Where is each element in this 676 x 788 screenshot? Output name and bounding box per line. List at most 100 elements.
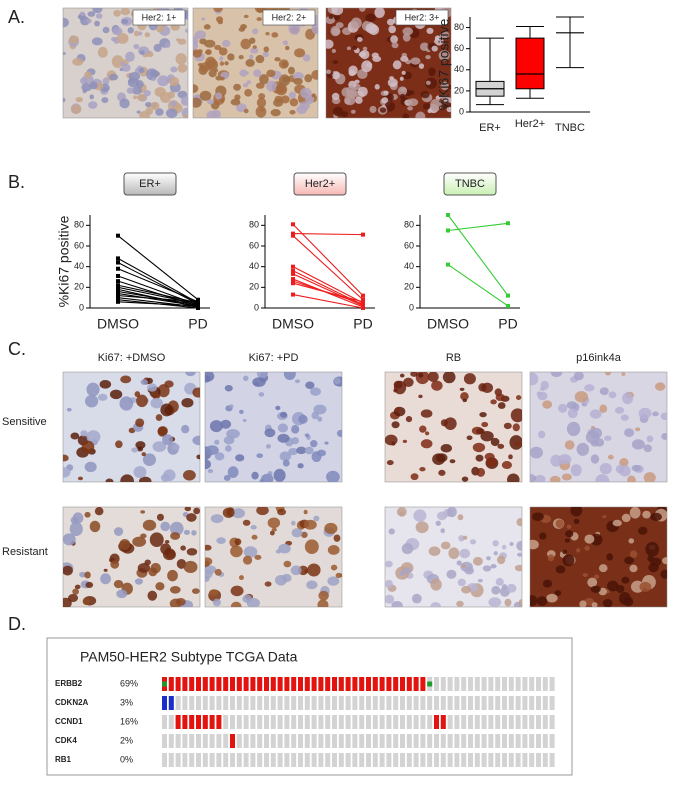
cell <box>345 734 351 748</box>
nucleus <box>311 69 318 80</box>
nucleus <box>222 39 231 48</box>
nucleus <box>79 571 87 578</box>
nucleus <box>420 409 433 418</box>
nucleus <box>258 392 265 397</box>
cell <box>284 753 290 767</box>
nucleus <box>230 585 244 597</box>
amp-cell <box>434 715 439 729</box>
chart-title: ER+ <box>139 178 161 190</box>
cell <box>461 734 467 748</box>
nucleus <box>89 520 101 533</box>
cell <box>393 696 399 710</box>
nucleus <box>388 25 397 34</box>
cell <box>372 734 378 748</box>
nucleus <box>418 63 425 69</box>
nucleus <box>555 519 564 528</box>
nucleus <box>252 28 259 35</box>
cell <box>243 734 249 748</box>
cell <box>454 696 460 710</box>
x-tick-label: TNBC <box>555 122 585 134</box>
amp-cell <box>250 677 256 691</box>
amp-cell <box>189 715 195 729</box>
nucleus <box>504 598 512 607</box>
nucleus <box>599 462 612 475</box>
nucleus <box>516 540 522 551</box>
amp-cell <box>202 715 208 729</box>
cell <box>162 753 167 767</box>
cell <box>325 753 331 767</box>
nucleus <box>643 444 652 453</box>
nucleus <box>311 23 318 35</box>
nucleus <box>554 590 562 596</box>
nucleus <box>113 579 124 589</box>
cell <box>536 677 541 691</box>
nucleus <box>602 598 613 607</box>
nucleus <box>119 98 130 109</box>
cell <box>264 696 269 710</box>
nucleus <box>292 72 304 81</box>
point <box>291 281 295 286</box>
point <box>116 287 120 292</box>
nucleus <box>546 593 558 603</box>
nucleus <box>305 94 315 105</box>
cell <box>202 753 208 767</box>
nucleus <box>622 392 634 405</box>
amp-cell <box>325 677 331 691</box>
nucleus <box>365 13 376 23</box>
nucleus <box>255 55 265 64</box>
nucleus <box>313 515 320 522</box>
point <box>361 299 365 304</box>
point <box>361 293 365 298</box>
nucleus <box>238 575 244 581</box>
histology-cells <box>63 507 200 607</box>
nucleus <box>510 408 522 423</box>
nucleus <box>137 562 151 573</box>
nucleus <box>395 407 401 412</box>
column-label: p16ink4a <box>576 352 622 364</box>
pair-line <box>117 295 199 303</box>
cell <box>270 734 276 748</box>
cell <box>372 753 378 767</box>
nucleus <box>479 412 487 418</box>
cell <box>488 677 494 691</box>
point <box>361 232 365 237</box>
nucleus <box>660 412 667 420</box>
nucleus <box>647 555 654 562</box>
cell <box>536 696 541 710</box>
nucleus <box>446 569 457 579</box>
cell <box>291 715 297 729</box>
nucleus <box>431 380 443 391</box>
cell <box>311 696 317 710</box>
cell <box>447 753 453 767</box>
nucleus <box>277 423 289 433</box>
cell <box>352 734 358 748</box>
nucleus <box>481 421 489 428</box>
nucleus <box>459 387 465 392</box>
nucleus <box>456 560 462 566</box>
nucleus <box>514 441 521 447</box>
cell <box>529 677 535 691</box>
nucleus <box>227 53 235 61</box>
cell <box>434 677 439 691</box>
nucleus <box>599 387 609 396</box>
cell <box>454 715 460 729</box>
nucleus <box>582 573 588 577</box>
nucleus <box>501 461 512 469</box>
nucleus <box>399 373 405 378</box>
image-label: Her2: 2+ <box>272 12 307 22</box>
nucleus <box>368 24 380 36</box>
nucleus <box>461 585 472 594</box>
nucleus <box>111 36 117 42</box>
nucleus <box>457 514 464 521</box>
cell <box>332 696 337 710</box>
point <box>361 306 365 310</box>
nucleus <box>428 67 436 76</box>
nucleus <box>74 584 81 590</box>
cell <box>413 715 419 729</box>
nucleus <box>210 514 224 524</box>
cell <box>386 696 392 710</box>
cell <box>338 753 344 767</box>
cell <box>406 715 412 729</box>
nucleus <box>291 424 300 434</box>
nucleus <box>536 596 548 606</box>
